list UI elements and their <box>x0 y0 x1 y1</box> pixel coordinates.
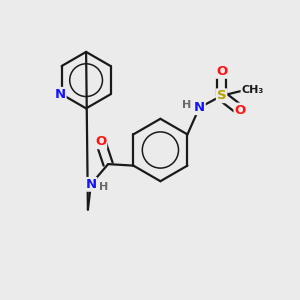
Text: CH₃: CH₃ <box>242 85 264 95</box>
Text: O: O <box>234 103 246 116</box>
Text: N: N <box>194 101 205 114</box>
Text: H: H <box>182 100 191 110</box>
Text: N: N <box>85 178 96 191</box>
Text: S: S <box>217 89 226 102</box>
Text: O: O <box>95 135 106 148</box>
Text: O: O <box>216 65 227 78</box>
Text: N: N <box>55 88 66 101</box>
Text: H: H <box>99 182 108 192</box>
